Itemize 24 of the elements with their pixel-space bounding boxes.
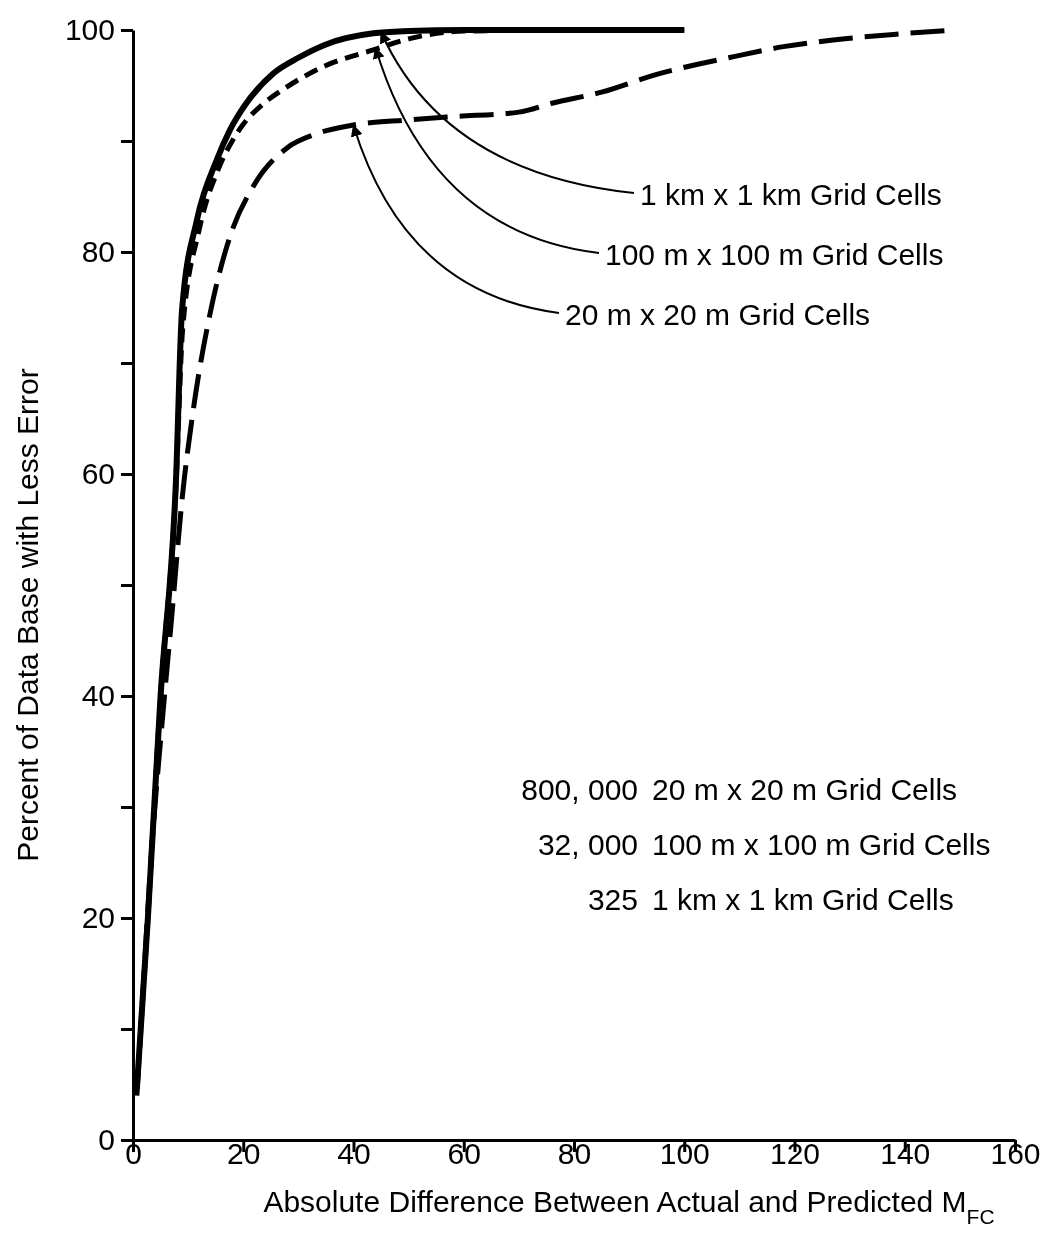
- x-tick-label: 40: [337, 1137, 371, 1170]
- y-tick-label: 80: [81, 235, 115, 269]
- annotation: 100 m x 100 m Grid Cells: [605, 238, 944, 271]
- annotation: 20 m x 20 m Grid Cells: [565, 298, 871, 331]
- x-tick-label: 140: [880, 1137, 931, 1170]
- annotation: 1 km x 1 km Grid Cells: [640, 178, 942, 211]
- x-tick-label: 120: [769, 1137, 821, 1170]
- x-axis-title: Absolute Difference Between Actual and Predicted M$_{FC}$: [263, 1185, 995, 1228]
- x-tick-label: 100: [659, 1137, 710, 1170]
- x-tick-label: 20: [227, 1137, 261, 1170]
- y-tick-label: 60: [81, 457, 115, 491]
- y-tick-label: 40: [81, 679, 115, 713]
- annotation: 32, 000: [537, 828, 638, 861]
- annotation: 325: [587, 883, 638, 916]
- x-tick-label: 60: [447, 1137, 481, 1170]
- y-tick-label: 20: [81, 901, 115, 935]
- annotation: 20 m x 20 m Grid Cells: [652, 773, 958, 806]
- x-tick-label: 160: [990, 1137, 1041, 1170]
- annotation: 100 m x 100 m Grid Cells: [652, 828, 991, 861]
- x-tick-label: 80: [557, 1137, 592, 1170]
- y-axis-title: Percent of Data Base with Less Error: [11, 368, 44, 862]
- annotation: 1 km x 1 km Grid Cells: [652, 883, 954, 916]
- annotation: 800, 000: [521, 773, 638, 806]
- y-tick-label: 100: [64, 13, 115, 47]
